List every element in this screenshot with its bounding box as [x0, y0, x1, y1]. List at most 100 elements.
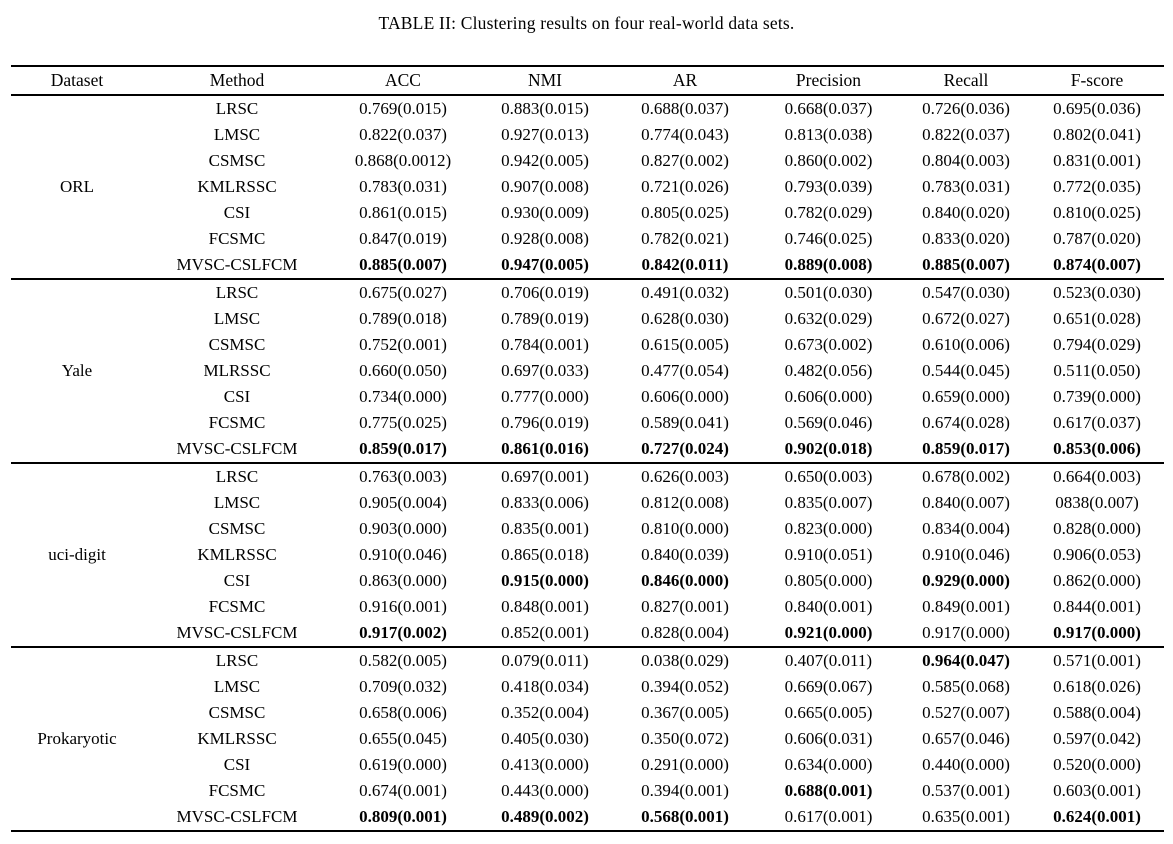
metric-value: 0.804(0.003)	[922, 151, 1010, 170]
metric-value: 0.606(0.000)	[641, 387, 729, 406]
metric-value: 0.777(0.000)	[501, 387, 589, 406]
metric-value: 0.848(0.001)	[501, 597, 589, 616]
metric-value: 0.350(0.072)	[641, 729, 729, 748]
metric-value: 0.910(0.051)	[784, 545, 873, 564]
metric-value: 0.520(0.000)	[1053, 755, 1141, 774]
metric-value: 0.660(0.050)	[359, 361, 447, 380]
metric-value: 0.910(0.046)	[359, 545, 447, 564]
metric-value: 0.784(0.001)	[501, 335, 589, 354]
metric-value: 0.883(0.015)	[501, 99, 589, 118]
metric-value: 0.752(0.001)	[359, 335, 447, 354]
metric-value: 0.405(0.030)	[501, 729, 589, 748]
metric-value: 0.352(0.004)	[501, 703, 589, 722]
metric-value: 0.588(0.004)	[1053, 703, 1141, 722]
metric-value: 0.860(0.002)	[784, 151, 873, 170]
metric-value: 0.964(0.047)	[922, 651, 1010, 670]
metric-value: 0.739(0.000)	[1053, 387, 1141, 406]
table-row: FCSMC 0.674(0.001) 0.443(0.000) 0.394(0.001…	[11, 778, 1164, 804]
table-row: Prokaryotic LRSC 0.582(0.005) 0.079(0.011) 0…	[11, 647, 1164, 832]
metric-value: 0.810(0.025)	[1053, 203, 1141, 222]
method-label: LMSC	[213, 309, 261, 328]
metric-value: 0.774(0.043)	[641, 125, 729, 144]
method-label: FCSMC	[208, 413, 266, 432]
table-row: LMSC 0.822(0.037) 0.927(0.013) 0.774(0.043)…	[11, 122, 1164, 148]
metric-value: 0.697(0.033)	[501, 361, 589, 380]
metric-value: 0.674(0.028)	[922, 413, 1010, 432]
metric-value: 0.846(0.000)	[641, 571, 729, 590]
metric-value: 0.929(0.000)	[922, 571, 1010, 590]
metric-value: 0.827(0.002)	[641, 151, 729, 170]
metric-value: 0.915(0.000)	[501, 571, 589, 590]
header-row: Dataset Method ACC NMI AR Precision Recall F-sc…	[11, 66, 1164, 96]
metric-value: 0.868(0.0012)	[354, 151, 452, 170]
metric-value: 0.655(0.045)	[359, 729, 447, 748]
table-row: CSMSC 0.868(0.0012) 0.942(0.005) 0.827(0.00…	[11, 148, 1164, 174]
metric-value: 0.650(0.003)	[784, 467, 873, 486]
metric-value: 0.291(0.000)	[641, 755, 729, 774]
metric-value: 0.079(0.011)	[501, 651, 589, 670]
method-label: CSI	[223, 203, 251, 222]
metric-value: 0.726(0.036)	[922, 99, 1010, 118]
metric-value: 0.921(0.000)	[755, 620, 902, 648]
metric-value: 0.727(0.024)	[615, 436, 755, 464]
table-row: FCSMC 0.916(0.001) 0.848(0.001) 0.827(0.001…	[11, 594, 1164, 620]
metric-value: 0.706(0.019)	[501, 283, 589, 302]
metric-value: 0.668(0.037)	[784, 99, 873, 118]
metric-value: 0.831(0.001)	[1053, 151, 1141, 170]
metric-value: 0.547(0.030)	[922, 283, 1010, 302]
table-row: FCSMC 0.847(0.019) 0.928(0.008) 0.782(0.021…	[11, 226, 1164, 252]
metric-value: 0.910(0.046)	[922, 545, 1010, 564]
metric-value: 0.673(0.002)	[784, 335, 873, 354]
table-row: KMLRSSC 0.783(0.031) 0.907(0.008) 0.721(0.0…	[11, 174, 1164, 200]
metric-value: 0.828(0.004)	[615, 620, 755, 648]
metric-value: 0.440(0.000)	[922, 755, 1010, 774]
metric-value: 0.789(0.019)	[501, 309, 589, 328]
table-row: FCSMC 0.775(0.025) 0.796(0.019) 0.589(0.041…	[11, 410, 1164, 436]
method-label: LMSC	[213, 677, 261, 696]
metric-value: 0.822(0.037)	[359, 125, 447, 144]
column-header: Recall	[902, 66, 1030, 96]
metric-value: 0.844(0.001)	[1053, 597, 1141, 616]
metric-value: 0.822(0.037)	[922, 125, 1010, 144]
metric-value: 0.782(0.029)	[784, 203, 873, 222]
metric-value: 0.917(0.000)	[1030, 620, 1164, 648]
metric-value: 0.527(0.007)	[922, 703, 1010, 722]
metric-value: 0.847(0.019)	[359, 229, 447, 248]
metric-value: 0.861(0.016)	[475, 436, 615, 464]
metric-value: 0.482(0.056)	[784, 361, 873, 380]
metric-value: 0.885(0.007)	[331, 252, 475, 280]
method-label: LRSC	[215, 467, 259, 486]
results-table: Dataset Method ACC NMI AR Precision Recall F-sc…	[11, 65, 1164, 832]
metric-value: 0.695(0.036)	[1053, 99, 1141, 118]
table-row: CSI 0.619(0.000) 0.413(0.000) 0.291(0.000) 0…	[11, 752, 1164, 778]
metric-value: 0.634(0.000)	[784, 755, 873, 774]
metric-value: 0.619(0.000)	[359, 755, 447, 774]
metric-value: 0.367(0.005)	[641, 703, 729, 722]
table-row: CSI 0.863(0.000) 0.915(0.000) 0.846(0.000) 0…	[11, 568, 1164, 594]
table-row: CSMSC 0.658(0.006) 0.352(0.004) 0.367(0.005…	[11, 700, 1164, 726]
metric-value: 0.624(0.001)	[1030, 804, 1164, 832]
method-label: FCSMC	[208, 229, 266, 248]
metric-value: 0.840(0.001)	[784, 597, 873, 616]
metric-value: 0.793(0.039)	[784, 177, 873, 196]
metric-value: 0.678(0.002)	[922, 467, 1010, 486]
metric-value: 0.501(0.030)	[784, 283, 873, 302]
table-row: Yale LRSC 0.675(0.027) 0.706(0.019) 0.491(0.…	[11, 279, 1164, 464]
metric-value: 0.394(0.001)	[641, 781, 729, 800]
metric-value: 0.917(0.000)	[902, 620, 1030, 648]
column-header: Precision	[755, 66, 902, 96]
column-header: NMI	[475, 66, 615, 96]
metric-value: 0.568(0.001)	[615, 804, 755, 832]
metric-value: 0.928(0.008)	[501, 229, 589, 248]
metric-value: 0.840(0.007)	[922, 493, 1010, 512]
metric-value: 0.603(0.001)	[1053, 781, 1141, 800]
metric-value: 0.491(0.032)	[641, 283, 729, 302]
metric-value: 0.905(0.004)	[359, 493, 447, 512]
method-label: CSMSC	[208, 335, 266, 354]
metric-value: 0.783(0.031)	[922, 177, 1010, 196]
metric-value: 0.569(0.046)	[784, 413, 873, 432]
metric-value: 0.885(0.007)	[902, 252, 1030, 280]
metric-value: 0.688(0.037)	[641, 99, 729, 118]
method-label: CSI	[223, 571, 251, 590]
metric-value: 0.544(0.045)	[922, 361, 1010, 380]
